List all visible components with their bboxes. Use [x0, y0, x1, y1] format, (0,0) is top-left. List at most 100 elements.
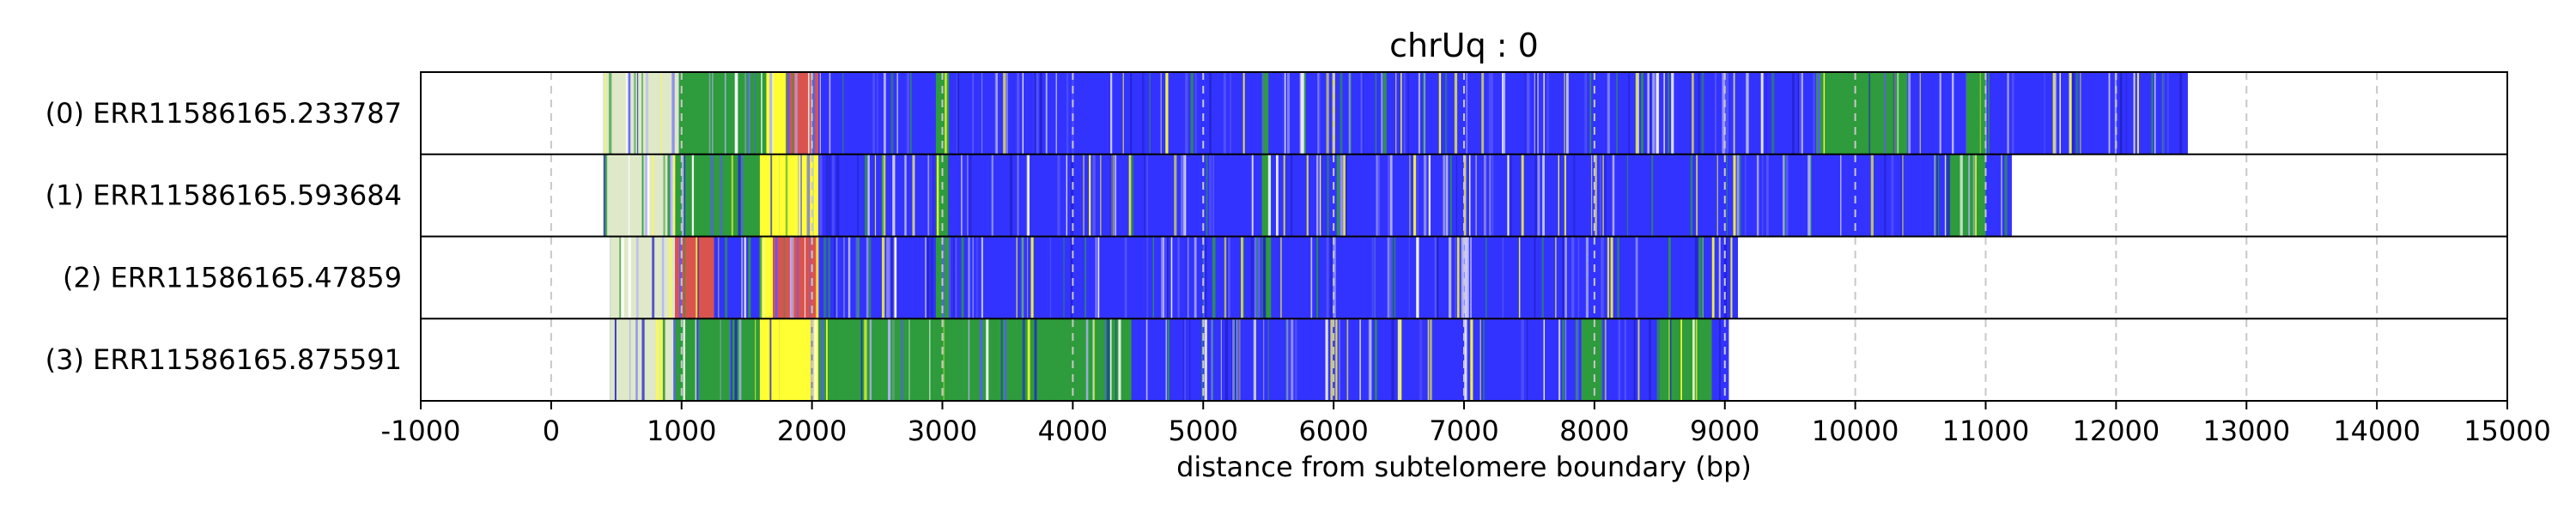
read-texture-stripe	[1235, 318, 1236, 401]
read-texture-stripe	[2080, 72, 2081, 154]
read-texture-stripe	[1301, 72, 1304, 154]
read-texture-stripe	[1057, 154, 1060, 237]
read-texture-stripe	[994, 72, 996, 154]
read-texture-stripe	[1577, 318, 1579, 401]
read-texture-stripe	[864, 318, 867, 401]
read-texture-stripe	[1429, 318, 1432, 401]
read-texture-stripe	[1395, 72, 1397, 154]
read-texture-stripe	[829, 72, 831, 154]
read-texture-stripe	[927, 154, 930, 237]
x-tick-label: 0	[543, 415, 560, 447]
read-texture-stripe	[1868, 72, 1871, 154]
read-texture-stripe	[1726, 72, 1729, 154]
read-texture-stripe	[1946, 154, 1949, 237]
read-texture-stripe	[1006, 72, 1008, 154]
read-segment	[678, 72, 767, 154]
read-texture-stripe	[1436, 236, 1439, 319]
x-tick-label: 15000	[2464, 415, 2551, 447]
read-texture-stripe	[775, 236, 778, 319]
read-texture-stripe	[785, 154, 788, 237]
read-texture-stripe	[1162, 236, 1164, 319]
read-texture-stripe	[1521, 154, 1524, 237]
read-texture-stripe	[972, 72, 975, 154]
read-texture-stripe	[1542, 154, 1545, 237]
read-texture-stripe	[848, 236, 851, 319]
read-texture-stripe	[1884, 72, 1886, 154]
read-texture-stripe	[647, 154, 650, 237]
read-texture-stripe	[1326, 236, 1329, 319]
read-texture-stripe	[1455, 154, 1458, 237]
read-texture-stripe	[1394, 236, 1396, 319]
read-texture-stripe	[1185, 72, 1188, 154]
read-texture-stripe	[1537, 72, 1539, 154]
read-texture-stripe	[1799, 72, 1801, 154]
read-texture-stripe	[828, 236, 830, 319]
read-texture-stripe	[697, 154, 700, 237]
read-texture-stripe	[1677, 318, 1680, 401]
read-texture-stripe	[1464, 236, 1467, 319]
read-texture-stripe	[1130, 72, 1133, 154]
read-texture-stripe	[981, 236, 983, 319]
read-texture-stripe	[734, 318, 738, 401]
read-texture-stripe	[695, 318, 697, 401]
read-texture-stripe	[2004, 154, 2008, 237]
read-texture-stripe	[1936, 154, 1939, 237]
read-texture-stripe	[893, 236, 897, 319]
read-texture-stripe	[954, 236, 956, 319]
read-segment	[603, 72, 679, 154]
read-texture-stripe	[1443, 154, 1446, 237]
read-texture-stripe	[1118, 318, 1121, 401]
read-texture-stripe	[1483, 154, 1486, 237]
read-texture-stripe	[2119, 72, 2123, 154]
read-texture-stripe	[855, 236, 858, 319]
read-texture-stripe	[1618, 318, 1620, 401]
x-tick-label: 2000	[777, 415, 847, 447]
read-texture-stripe	[1049, 236, 1052, 319]
read-texture-stripe	[1182, 318, 1187, 401]
read-texture-stripe	[832, 154, 835, 237]
read-texture-stripe	[811, 318, 814, 401]
read-texture-stripe	[2007, 72, 2009, 154]
read-texture-stripe	[949, 236, 951, 319]
read-texture-stripe	[1327, 154, 1329, 237]
read-texture-stripe	[641, 318, 645, 401]
read-texture-stripe	[1242, 236, 1244, 319]
read-texture-stripe	[641, 72, 643, 154]
read-texture-stripe	[1181, 154, 1182, 237]
read-texture-stripe	[641, 154, 644, 237]
read-texture-stripe	[991, 154, 993, 237]
read-texture-stripe	[972, 236, 974, 319]
read-texture-stripe	[812, 154, 814, 237]
read-texture-stripe	[1427, 318, 1430, 401]
read-texture-stripe	[1607, 236, 1610, 319]
read-texture-stripe	[1375, 154, 1377, 237]
read-segment	[603, 154, 676, 237]
read-texture-stripe	[1339, 318, 1340, 401]
read-texture-stripe	[1212, 236, 1214, 319]
read-texture-stripe	[720, 318, 721, 401]
read-segment	[935, 154, 950, 237]
read-texture-stripe	[893, 318, 895, 401]
read-texture-stripe	[1979, 72, 1981, 154]
read-texture-stripe	[953, 236, 956, 319]
read-label: (2) ERR11586165.47859	[63, 261, 402, 294]
read-texture-stripe	[729, 318, 732, 401]
read-texture-stripe	[1267, 318, 1269, 401]
read-texture-stripe	[1110, 72, 1113, 154]
read-texture-stripe	[1502, 236, 1504, 319]
read-texture-stripe	[1524, 72, 1526, 154]
read-texture-stripe	[865, 154, 868, 237]
read-texture-stripe	[1201, 318, 1204, 401]
read-texture-stripe	[1017, 154, 1019, 237]
read-texture-stripe	[1601, 236, 1604, 319]
read-texture-stripe	[1182, 154, 1186, 237]
read-texture-stripe	[925, 236, 927, 319]
read-texture-stripe	[1470, 318, 1473, 401]
read-texture-stripe	[2054, 72, 2057, 154]
read-texture-stripe	[663, 154, 665, 237]
read-texture-stripe	[1165, 318, 1168, 401]
read-texture-stripe	[789, 236, 792, 319]
read-texture-stripe	[1213, 236, 1216, 319]
read-texture-stripe	[825, 154, 829, 237]
read-texture-stripe	[1449, 236, 1451, 319]
